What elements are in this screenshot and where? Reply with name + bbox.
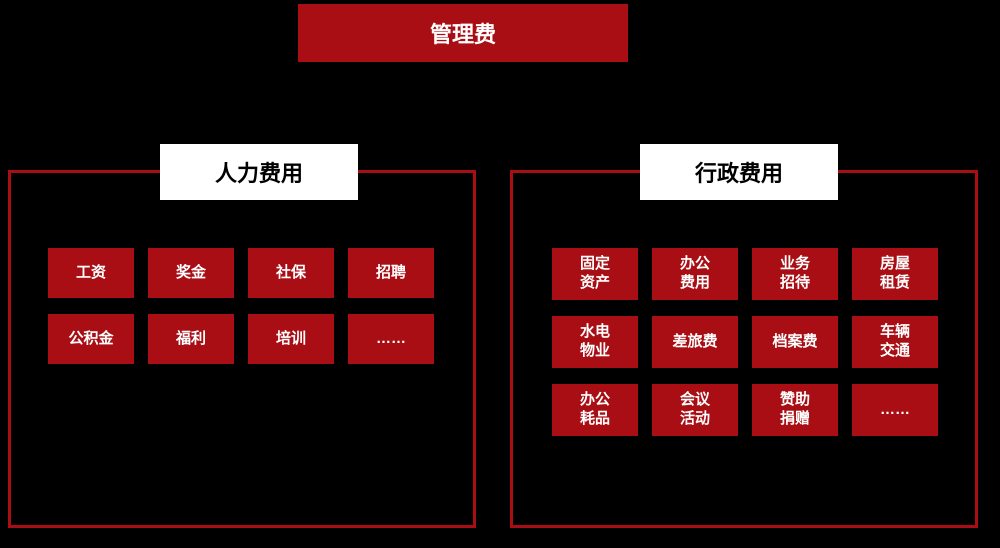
right-item: 水电 物业	[552, 316, 638, 368]
right-item: 车辆 交通	[852, 316, 938, 368]
left-item: 社保	[248, 248, 334, 298]
right-branch-title: 行政费用	[695, 156, 783, 188]
left-item: 招聘	[348, 248, 434, 298]
right-item: 档案费	[752, 316, 838, 368]
left-items-grid: 工资奖金社保招聘公积金福利培训 ……	[48, 248, 434, 364]
root-title: 管理费	[430, 17, 496, 49]
left-item: 福利	[148, 314, 234, 364]
right-item: 办公 费用	[652, 248, 738, 300]
right-item: ……	[852, 384, 938, 436]
right-item: 固定 资产	[552, 248, 638, 300]
left-item: ……	[348, 314, 434, 364]
right-branch-header: 行政费用	[640, 144, 838, 200]
left-branch-header: 人力费用	[160, 144, 358, 200]
right-item: 业务 招待	[752, 248, 838, 300]
right-item: 赞助 捐赠	[752, 384, 838, 436]
left-item: 奖金	[148, 248, 234, 298]
left-item: 培训	[248, 314, 334, 364]
left-item: 公积金	[48, 314, 134, 364]
right-items-grid: 固定 资产办公 费用业务 招待房屋 租赁水电 物业差旅费档案费车辆 交通办公 耗…	[552, 248, 938, 436]
right-item: 差旅费	[652, 316, 738, 368]
right-item: 会议 活动	[652, 384, 738, 436]
left-branch-title: 人力费用	[215, 156, 303, 188]
root-node: 管理费	[298, 4, 628, 62]
right-item: 房屋 租赁	[852, 248, 938, 300]
right-item: 办公 耗品	[552, 384, 638, 436]
left-item: 工资	[48, 248, 134, 298]
